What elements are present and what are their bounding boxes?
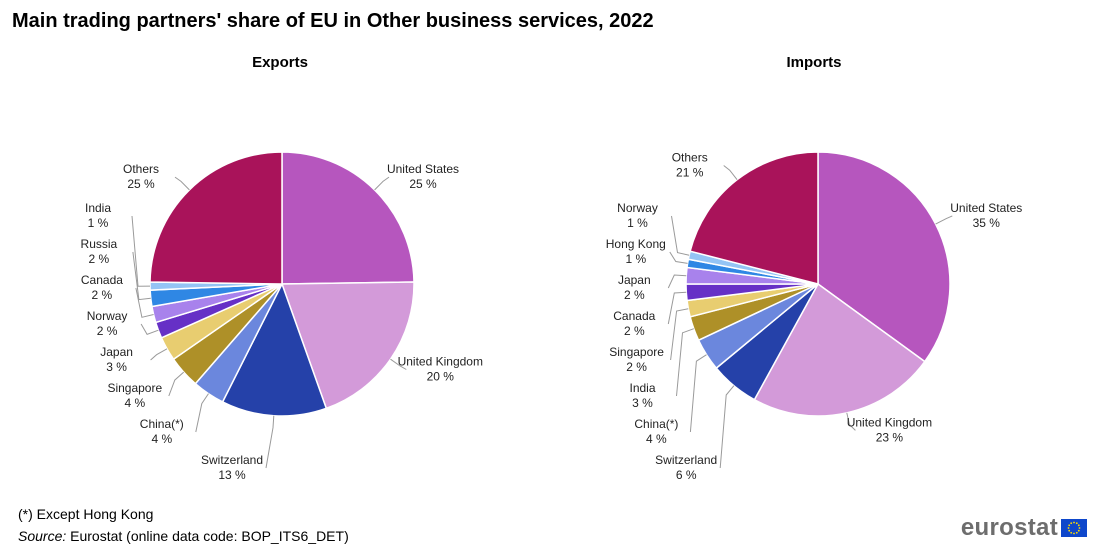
exports-leader-norway (140, 323, 159, 336)
eurostat-logo: eurostat (961, 514, 1087, 542)
exports-label-others: Others (123, 162, 159, 176)
exports-slice-others (149, 151, 283, 285)
exports-label-switzerland: Switzerland (201, 453, 263, 467)
exports-value-united-states: 25 % (409, 177, 437, 191)
imports-value-china: 4 % (646, 432, 667, 446)
exports-value-norway: 2 % (97, 324, 118, 338)
exports-leader-singapore (168, 371, 185, 397)
source-text: Eurostat (online data code: BOP_ITS6_DET… (66, 528, 349, 544)
exports-slice-united-states (281, 151, 415, 285)
exports-leader-switzerland (265, 415, 275, 469)
imports-leader-united-states (935, 215, 953, 225)
imports-slice-others (689, 151, 819, 285)
chart-title: Main trading partners' share of EU in Ot… (12, 10, 654, 32)
exports-value-russia: 2 % (89, 252, 110, 266)
imports-leader-hong-kong (669, 251, 688, 264)
exports-value-japan: 3 % (106, 360, 127, 374)
exports-value-singapore: 4 % (124, 396, 145, 410)
eu-flag-icon (1061, 519, 1087, 537)
imports-value-japan: 2 % (624, 288, 645, 302)
imports-slice-united-states (817, 151, 951, 363)
exports-label-norway: Norway (87, 309, 128, 323)
exports-value-india: 1 % (88, 216, 109, 230)
exports-leader-others (174, 176, 190, 191)
imports-value-india: 3 % (632, 396, 653, 410)
imports-label-japan: Japan (618, 273, 651, 287)
imports-label-hong-kong: Hong Kong (606, 237, 666, 251)
exports-leader-china (195, 393, 209, 433)
exports-leader-japan (150, 348, 168, 361)
exports-label-singapore: Singapore (107, 381, 162, 395)
exports-slice-united-kingdom (280, 281, 415, 410)
imports-value-norway: 1 % (627, 216, 648, 230)
imports-leader-singapore (670, 308, 689, 361)
exports-label-russia: Russia (81, 237, 118, 251)
exports-value-united-kingdom: 20 % (427, 370, 455, 384)
exports-leader-russia (132, 251, 151, 301)
imports-leader-india (676, 328, 694, 397)
imports-value-switzerland: 6 % (676, 468, 697, 482)
exports-value-canada: 2 % (92, 288, 113, 302)
imports-leader-japan (667, 274, 687, 289)
imports-leader-canada (667, 291, 687, 325)
logo-text: eurostat (960, 514, 1058, 541)
imports-label-switzerland: Switzerland (655, 453, 717, 467)
imports-value-hong-kong: 1 % (625, 252, 646, 266)
imports-value-united-kingdom: 23 % (876, 430, 904, 444)
footnote: (*) Except Hong Kong (18, 506, 154, 522)
exports-value-china: 4 % (151, 432, 172, 446)
exports-label-india: India (85, 201, 111, 215)
source-note: Source: Eurostat (online data code: BOP_… (18, 528, 349, 544)
exports-pie-title: Exports (252, 54, 308, 71)
exports-label-united-kingdom: United Kingdom (398, 355, 483, 369)
imports-leader-china (689, 354, 707, 433)
imports-leader-switzerland (719, 385, 735, 469)
imports-label-norway: Norway (617, 201, 658, 215)
exports-label-canada: Canada (81, 273, 123, 287)
exports-label-united-states: United States (387, 162, 459, 176)
imports-leader-others (723, 165, 738, 181)
imports-pie-title: Imports (786, 54, 842, 71)
imports-value-others: 21 % (676, 166, 704, 180)
exports-leader-india (131, 215, 151, 287)
exports-label-china: China(*) (140, 417, 184, 431)
imports-label-china: China(*) (634, 417, 678, 431)
exports-leader-canada (135, 287, 154, 318)
imports-leader-norway (671, 215, 690, 256)
imports-label-singapore: Singapore (609, 345, 664, 359)
imports-value-singapore: 2 % (626, 360, 647, 374)
imports-value-canada: 2 % (624, 324, 645, 338)
imports-label-canada: Canada (613, 309, 655, 323)
exports-value-switzerland: 13 % (218, 468, 246, 482)
exports-leader-united-kingdom (390, 358, 407, 370)
imports-leader-united-kingdom (846, 412, 856, 431)
imports-label-india: India (629, 381, 655, 395)
exports-value-others: 25 % (127, 177, 155, 191)
imports-label-united-kingdom: United Kingdom (847, 415, 932, 429)
imports-label-united-states: United States (950, 201, 1022, 215)
exports-label-japan: Japan (100, 345, 133, 359)
source-label: Source: (18, 528, 67, 544)
imports-value-united-states: 35 % (973, 216, 1001, 230)
exports-leader-united-states (374, 176, 390, 191)
imports-label-others: Others (672, 151, 708, 165)
